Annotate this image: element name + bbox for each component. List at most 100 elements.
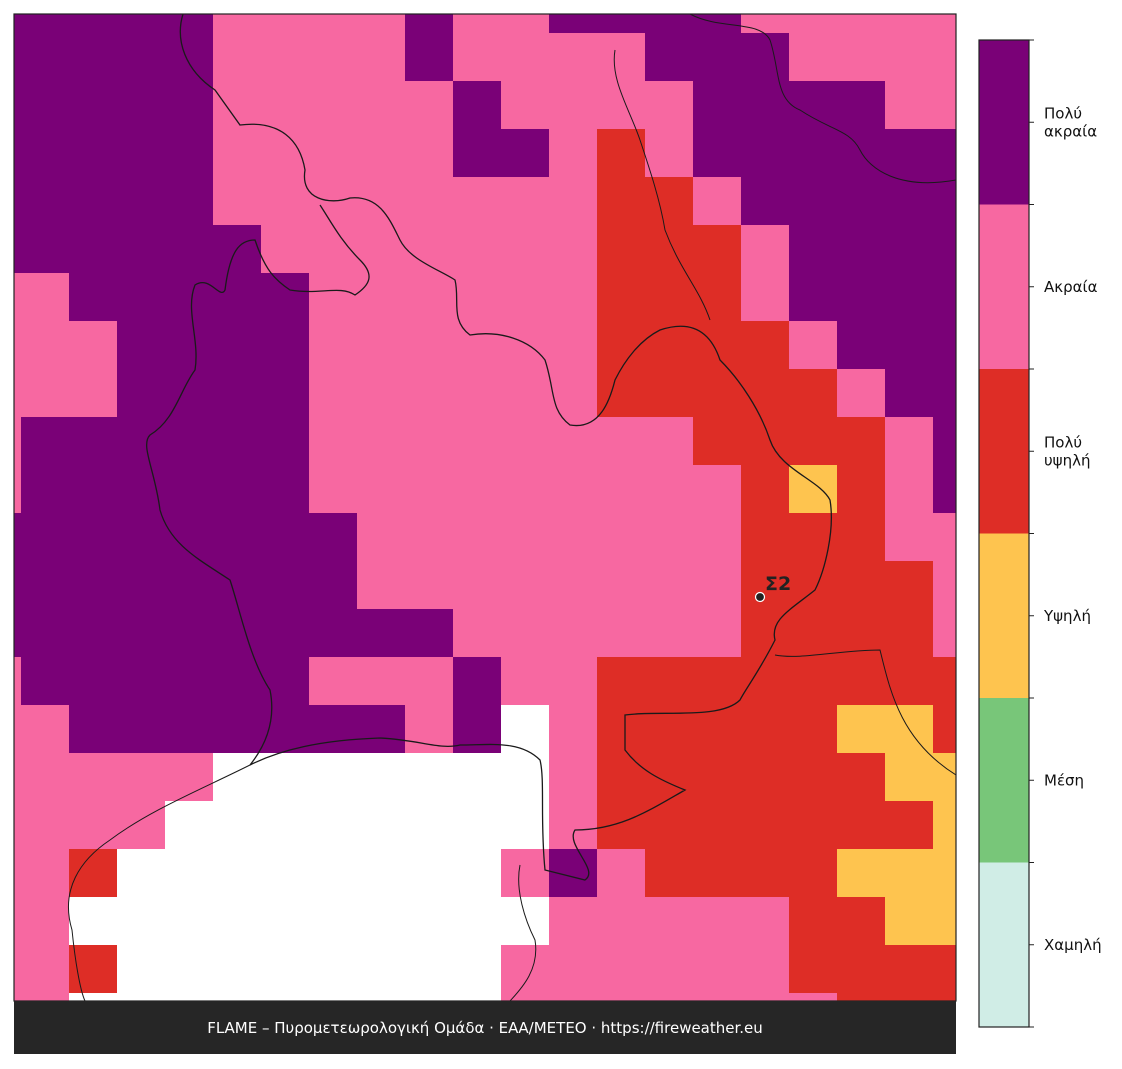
grid-cell [933,561,956,609]
grid-cell [261,177,309,225]
grid-cell [117,753,165,801]
grid-cell [309,321,357,369]
grid-cell [597,753,645,801]
grid-cell [549,417,597,465]
grid-cell [837,33,885,81]
grid-cell [885,465,933,513]
grid-cell [693,801,741,849]
grid-cell [357,657,405,705]
grid-cell [21,513,69,561]
grid-cell [213,33,261,81]
grid-cell [789,33,837,81]
grid-cell [213,129,261,177]
grid-cell [501,513,549,561]
grid-cell [69,177,117,225]
grid-cell [69,81,117,129]
grid-cell [789,81,837,129]
grid-cell [357,465,405,513]
grid-cell [69,801,117,849]
grid-cell [69,417,117,465]
grid-cell [453,129,501,177]
grid-cell [501,369,549,417]
grid-cell [501,14,549,33]
grid-cell [693,225,741,273]
grid-cell [549,177,597,225]
grid-cell [597,993,645,1001]
grid-cell [261,657,309,705]
grid-cell [597,657,645,705]
grid-cell [693,33,741,81]
legend-label: Πολύ υψηλή [1044,433,1090,469]
grid-cell [14,81,21,129]
grid-cell [357,81,405,129]
grid-cell [21,321,69,369]
grid-cell [117,81,165,129]
grid-cell [117,513,165,561]
grid-cell [597,705,645,753]
grid-cell [69,657,117,705]
grid-cell [933,993,956,1001]
grid-cell [837,705,885,753]
legend-label: Μέση [1044,771,1084,789]
grid-cell [549,945,597,993]
grid-cell [597,801,645,849]
grid-cell [645,513,693,561]
grid-cell [453,369,501,417]
grid-cell [549,993,597,1001]
grid-cell [885,513,933,561]
grid-cell [741,177,789,225]
grid-cell [117,705,165,753]
grid-cell [14,561,21,609]
grid-cell [453,513,501,561]
grid-cell [14,513,21,561]
grid-cell [549,609,597,657]
grid-cell [21,993,69,1001]
grid-cell [453,417,501,465]
grid-cell [789,993,837,1001]
grid-cell [741,33,789,81]
grid-cell [645,273,693,321]
grid-cell [597,81,645,129]
grid-cell [261,225,309,273]
grid-cell [14,801,21,849]
grid-cell [645,849,693,897]
grid-cell [21,129,69,177]
grid-cell [597,897,645,945]
grid-cell [405,321,453,369]
borders [67,14,956,1001]
grid-cell [741,14,789,33]
grid-cell [885,417,933,465]
grid-cell [165,273,213,321]
grid-cell [21,225,69,273]
grid-cell [261,417,309,465]
grid-cell [261,369,309,417]
grid-cell [885,609,933,657]
grid-cell [501,465,549,513]
grid-cell [453,705,501,753]
grid-cell [789,513,837,561]
grid-cell [69,753,117,801]
legend-label: Πολύ ακραία [1044,104,1097,140]
grid-cell [357,177,405,225]
grid-cell [789,417,837,465]
station-label: Σ2 [765,573,791,595]
grid-cell [309,705,357,753]
grid-cell [645,993,693,1001]
grid-cell [14,705,21,753]
grid-cell [21,417,69,465]
grid-cell [405,177,453,225]
grid-cell [549,897,597,945]
grid-cell [933,705,956,753]
grid-cell [213,14,261,33]
grid-cell [117,177,165,225]
grid-cell [14,657,21,705]
grid-cell [357,321,405,369]
grid-cell [549,81,597,129]
grid-cell [453,177,501,225]
grid-cell [165,369,213,417]
grid-cell [309,129,357,177]
grid-cell [165,177,213,225]
grid-cell [645,465,693,513]
grid-cell [309,561,357,609]
grid-cell [597,177,645,225]
